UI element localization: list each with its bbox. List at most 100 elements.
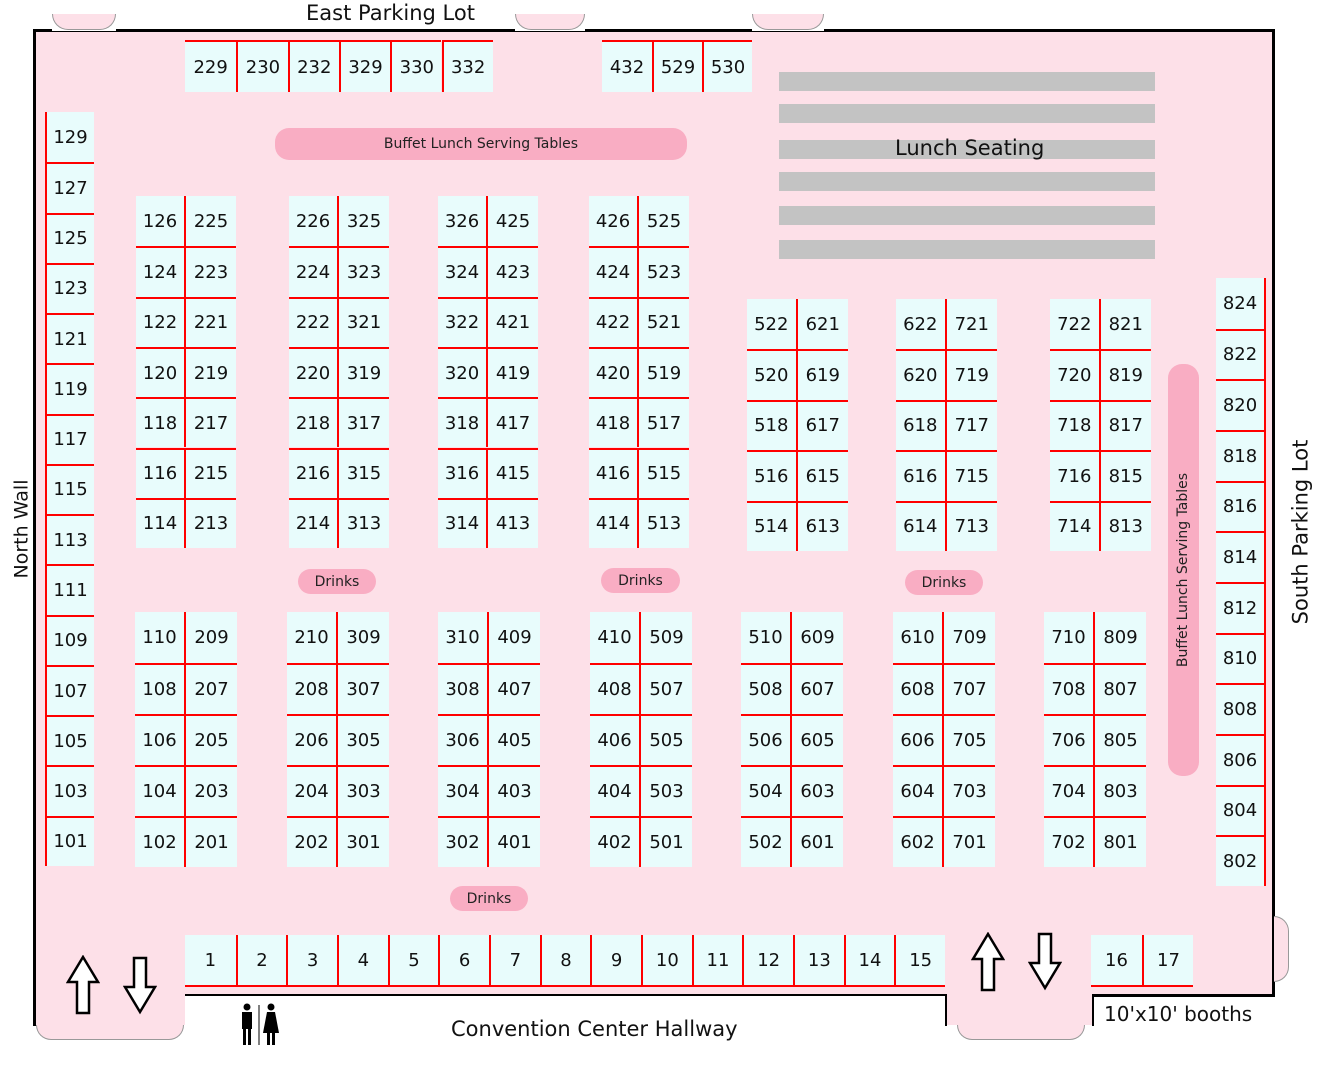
booth-117[interactable]: 117 (45, 413, 94, 464)
booth-209[interactable]: 209 (186, 612, 237, 663)
booth-708[interactable]: 708 (1044, 663, 1095, 714)
booth-316[interactable]: 316 (438, 447, 488, 498)
booth-608[interactable]: 608 (893, 663, 944, 714)
booth-721[interactable]: 721 (946, 299, 997, 350)
booth-515[interactable]: 515 (639, 447, 689, 498)
booth-503[interactable]: 503 (641, 765, 692, 816)
booth-709[interactable]: 709 (944, 612, 995, 663)
booth-614[interactable]: 614 (896, 500, 947, 551)
booth-310[interactable]: 310 (438, 612, 489, 663)
booth-805[interactable]: 805 (1095, 714, 1146, 765)
booth-7[interactable]: 7 (489, 935, 540, 987)
booth-123[interactable]: 123 (45, 262, 94, 314)
booth-314[interactable]: 314 (438, 497, 488, 549)
booth-4[interactable]: 4 (337, 935, 388, 987)
booth-302[interactable]: 302 (438, 816, 489, 867)
booth-425[interactable]: 425 (488, 196, 538, 247)
booth-519[interactable]: 519 (639, 346, 689, 398)
booth-223[interactable]: 223 (186, 246, 236, 297)
booth-714[interactable]: 714 (1050, 500, 1101, 551)
booth-9[interactable]: 9 (590, 935, 641, 987)
booth-616[interactable]: 616 (896, 450, 947, 501)
booth-603[interactable]: 603 (792, 765, 843, 816)
booth-706[interactable]: 706 (1044, 714, 1095, 765)
booth-232[interactable]: 232 (287, 40, 339, 92)
booth-812[interactable]: 812 (1216, 582, 1266, 633)
booth-216[interactable]: 216 (289, 447, 339, 498)
booth-14[interactable]: 14 (843, 935, 895, 987)
booth-521[interactable]: 521 (639, 296, 689, 347)
booth-413[interactable]: 413 (488, 497, 538, 549)
booth-102[interactable]: 102 (135, 816, 186, 867)
booth-810[interactable]: 810 (1216, 632, 1266, 684)
booth-401[interactable]: 401 (489, 816, 540, 867)
booth-517[interactable]: 517 (639, 397, 689, 448)
booth-120[interactable]: 120 (136, 346, 186, 398)
booth-804[interactable]: 804 (1216, 784, 1266, 836)
booth-315[interactable]: 315 (339, 447, 389, 498)
booth-415[interactable]: 415 (488, 447, 538, 498)
booth-109[interactable]: 109 (45, 614, 94, 665)
booth-303[interactable]: 303 (338, 765, 389, 816)
booth-409[interactable]: 409 (489, 612, 540, 663)
booth-319[interactable]: 319 (339, 346, 389, 398)
booth-719[interactable]: 719 (946, 349, 997, 400)
booth-304[interactable]: 304 (438, 765, 489, 816)
booth-704[interactable]: 704 (1044, 765, 1095, 816)
booth-111[interactable]: 111 (45, 564, 94, 615)
booth-821[interactable]: 821 (1100, 299, 1151, 350)
booth-509[interactable]: 509 (641, 612, 692, 663)
booth-718[interactable]: 718 (1050, 399, 1101, 451)
booth-522[interactable]: 522 (747, 299, 798, 350)
booth-317[interactable]: 317 (339, 397, 389, 448)
booth-307[interactable]: 307 (338, 663, 389, 714)
booth-819[interactable]: 819 (1100, 349, 1151, 400)
booth-13[interactable]: 13 (793, 935, 844, 987)
booth-330[interactable]: 330 (390, 40, 442, 92)
booth-306[interactable]: 306 (438, 714, 489, 765)
booth-406[interactable]: 406 (590, 714, 641, 765)
booth-426[interactable]: 426 (589, 196, 639, 247)
booth-610[interactable]: 610 (893, 612, 944, 663)
booth-516[interactable]: 516 (747, 450, 798, 501)
booth-324[interactable]: 324 (438, 246, 488, 297)
booth-510[interactable]: 510 (741, 612, 792, 663)
booth-514[interactable]: 514 (747, 500, 798, 551)
booth-224[interactable]: 224 (289, 246, 339, 297)
booth-119[interactable]: 119 (45, 363, 94, 414)
booth-820[interactable]: 820 (1216, 379, 1266, 430)
booth-301[interactable]: 301 (338, 816, 389, 867)
booth-807[interactable]: 807 (1095, 663, 1146, 714)
booth-716[interactable]: 716 (1050, 450, 1101, 501)
booth-529[interactable]: 529 (652, 40, 702, 92)
booth-113[interactable]: 113 (45, 514, 94, 565)
booth-808[interactable]: 808 (1216, 683, 1266, 734)
booth-332[interactable]: 332 (441, 40, 493, 92)
booth-325[interactable]: 325 (339, 196, 389, 247)
booth-110[interactable]: 110 (135, 612, 186, 663)
booth-2[interactable]: 2 (235, 935, 287, 987)
booth-419[interactable]: 419 (488, 346, 538, 398)
booth-518[interactable]: 518 (747, 399, 798, 451)
booth-219[interactable]: 219 (186, 346, 236, 398)
booth-801[interactable]: 801 (1095, 816, 1146, 867)
booth-814[interactable]: 814 (1216, 531, 1266, 582)
booth-309[interactable]: 309 (338, 612, 389, 663)
booth-408[interactable]: 408 (590, 663, 641, 714)
booth-523[interactable]: 523 (639, 246, 689, 297)
booth-323[interactable]: 323 (339, 246, 389, 297)
booth-6[interactable]: 6 (438, 935, 489, 987)
booth-813[interactable]: 813 (1100, 500, 1151, 551)
booth-205[interactable]: 205 (186, 714, 237, 765)
booth-105[interactable]: 105 (45, 715, 94, 766)
booth-414[interactable]: 414 (589, 497, 639, 549)
booth-508[interactable]: 508 (741, 663, 792, 714)
booth-214[interactable]: 214 (289, 497, 339, 549)
booth-210[interactable]: 210 (287, 612, 338, 663)
booth-621[interactable]: 621 (797, 299, 848, 350)
booth-410[interactable]: 410 (590, 612, 641, 663)
booth-103[interactable]: 103 (45, 765, 94, 816)
booth-326[interactable]: 326 (438, 196, 488, 247)
booth-423[interactable]: 423 (488, 246, 538, 297)
booth-313[interactable]: 313 (339, 497, 389, 549)
